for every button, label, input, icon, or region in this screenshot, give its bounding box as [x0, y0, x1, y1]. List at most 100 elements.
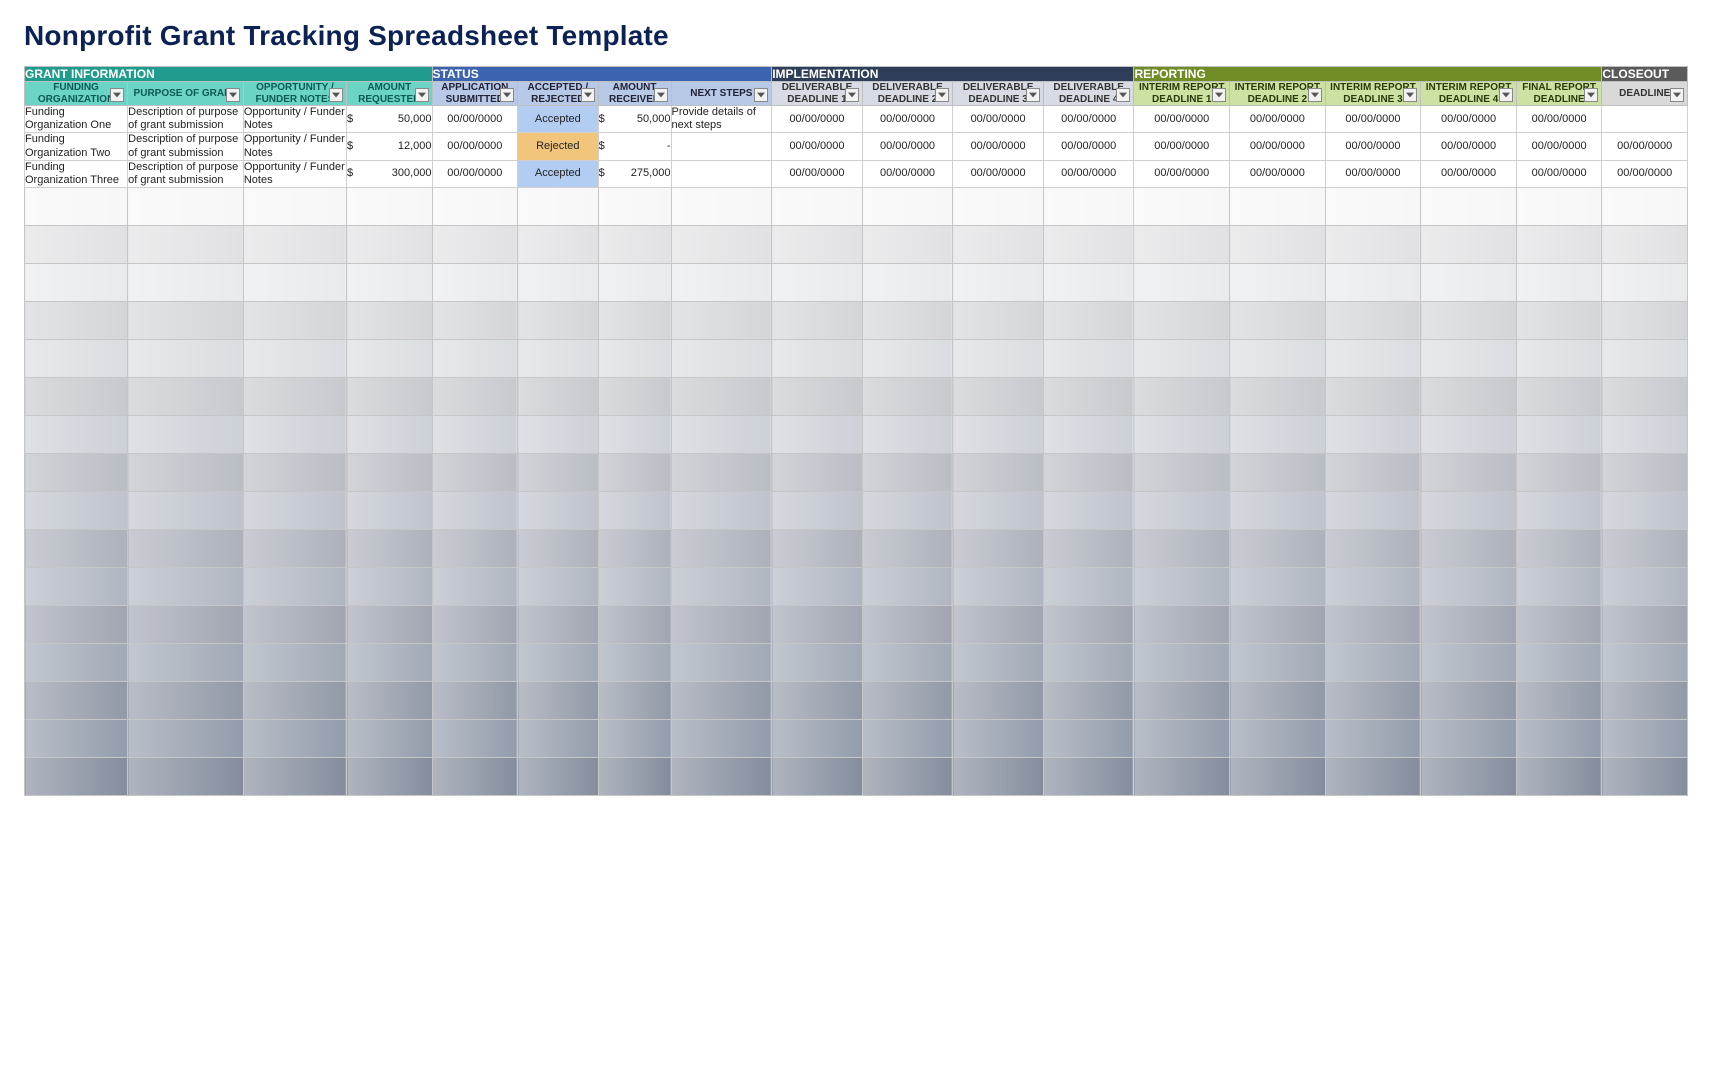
empty-cell[interactable] — [1043, 682, 1134, 720]
empty-cell[interactable] — [598, 530, 671, 568]
empty-cell[interactable] — [1230, 188, 1326, 226]
filter-dropdown-icon[interactable] — [1403, 88, 1417, 102]
cell-ir2[interactable]: 00/00/0000 — [1230, 106, 1326, 133]
empty-cell[interactable] — [25, 454, 128, 492]
filter-dropdown-icon[interactable] — [581, 88, 595, 102]
column-header-funding_org[interactable]: FUNDING ORGANIZATION — [25, 82, 128, 106]
cell-next_steps[interactable] — [671, 133, 772, 160]
empty-cell[interactable] — [1516, 530, 1602, 568]
cell-decision[interactable]: Accepted — [518, 106, 599, 133]
empty-cell[interactable] — [25, 530, 128, 568]
empty-cell[interactable] — [243, 378, 346, 416]
empty-cell[interactable] — [243, 302, 346, 340]
empty-cell[interactable] — [518, 188, 599, 226]
empty-cell[interactable] — [1043, 530, 1134, 568]
filter-dropdown-icon[interactable] — [1116, 88, 1130, 102]
empty-cell[interactable] — [1043, 340, 1134, 378]
empty-cell[interactable] — [518, 606, 599, 644]
empty-cell[interactable] — [862, 492, 953, 530]
empty-cell[interactable] — [1134, 302, 1230, 340]
cell-ir3[interactable]: 00/00/0000 — [1325, 160, 1421, 187]
empty-cell[interactable] — [518, 758, 599, 796]
empty-cell[interactable] — [953, 606, 1044, 644]
empty-cell[interactable] — [1602, 492, 1688, 530]
empty-cell[interactable] — [1230, 454, 1326, 492]
cell-opp_notes[interactable]: Opportunity / Funder Notes — [243, 106, 346, 133]
empty-cell[interactable] — [25, 568, 128, 606]
empty-cell[interactable] — [432, 416, 518, 454]
empty-cell[interactable] — [1230, 644, 1326, 682]
empty-cell[interactable] — [1043, 378, 1134, 416]
empty-cell[interactable] — [1230, 340, 1326, 378]
column-header-ir4[interactable]: INTERIM REPORT DEADLINE 4 — [1421, 82, 1517, 106]
empty-cell[interactable] — [862, 226, 953, 264]
empty-cell[interactable] — [432, 568, 518, 606]
empty-cell[interactable] — [1043, 264, 1134, 302]
empty-cell[interactable] — [1325, 416, 1421, 454]
empty-cell[interactable] — [772, 720, 863, 758]
cell-opp_notes[interactable]: Opportunity / Funder Notes — [243, 133, 346, 160]
empty-cell[interactable] — [347, 340, 433, 378]
empty-cell[interactable] — [1230, 302, 1326, 340]
empty-cell[interactable] — [128, 416, 244, 454]
empty-cell[interactable] — [1421, 416, 1517, 454]
empty-cell[interactable] — [671, 226, 772, 264]
empty-cell[interactable] — [772, 758, 863, 796]
empty-cell[interactable] — [1516, 606, 1602, 644]
empty-cell[interactable] — [862, 454, 953, 492]
empty-cell[interactable] — [25, 416, 128, 454]
cell-submitted[interactable]: 00/00/0000 — [432, 160, 518, 187]
empty-cell[interactable] — [598, 264, 671, 302]
cell-deliv1[interactable]: 00/00/0000 — [772, 160, 863, 187]
cell-amount_req[interactable]: $300,000 — [347, 160, 433, 187]
empty-cell[interactable] — [1325, 644, 1421, 682]
empty-cell[interactable] — [1602, 378, 1688, 416]
column-header-ir2[interactable]: INTERIM REPORT DEADLINE 2 — [1230, 82, 1326, 106]
empty-cell[interactable] — [1230, 568, 1326, 606]
empty-cell[interactable] — [347, 302, 433, 340]
empty-cell[interactable] — [1134, 378, 1230, 416]
cell-ir1[interactable]: 00/00/0000 — [1134, 106, 1230, 133]
column-header-deliv3[interactable]: DELIVERABLE DEADLINE 3 — [953, 82, 1044, 106]
empty-cell[interactable] — [518, 340, 599, 378]
cell-deliv2[interactable]: 00/00/0000 — [862, 160, 953, 187]
empty-cell[interactable] — [598, 568, 671, 606]
empty-cell[interactable] — [598, 416, 671, 454]
empty-cell[interactable] — [432, 758, 518, 796]
cell-submitted[interactable]: 00/00/0000 — [432, 133, 518, 160]
empty-cell[interactable] — [1325, 454, 1421, 492]
column-header-final[interactable]: FINAL REPORT DEADLINE — [1516, 82, 1602, 106]
empty-cell[interactable] — [1516, 454, 1602, 492]
empty-cell[interactable] — [1134, 226, 1230, 264]
empty-cell[interactable] — [25, 682, 128, 720]
cell-amount_recv[interactable]: $- — [598, 133, 671, 160]
empty-cell[interactable] — [1230, 606, 1326, 644]
empty-cell[interactable] — [1134, 416, 1230, 454]
empty-cell[interactable] — [1230, 492, 1326, 530]
empty-cell[interactable] — [432, 720, 518, 758]
empty-cell[interactable] — [598, 340, 671, 378]
empty-cell[interactable] — [598, 302, 671, 340]
empty-cell[interactable] — [347, 378, 433, 416]
column-header-opp_notes[interactable]: OPPORTUNITY / FUNDER NOTES — [243, 82, 346, 106]
empty-cell[interactable] — [347, 264, 433, 302]
empty-cell[interactable] — [1602, 682, 1688, 720]
empty-cell[interactable] — [598, 378, 671, 416]
empty-cell[interactable] — [1043, 188, 1134, 226]
empty-cell[interactable] — [1325, 188, 1421, 226]
empty-cell[interactable] — [432, 340, 518, 378]
empty-cell[interactable] — [1134, 188, 1230, 226]
empty-cell[interactable] — [243, 340, 346, 378]
empty-cell[interactable] — [862, 644, 953, 682]
empty-cell[interactable] — [1421, 720, 1517, 758]
empty-cell[interactable] — [1516, 302, 1602, 340]
empty-cell[interactable] — [671, 340, 772, 378]
empty-cell[interactable] — [243, 454, 346, 492]
cell-deliv3[interactable]: 00/00/0000 — [953, 106, 1044, 133]
empty-cell[interactable] — [432, 644, 518, 682]
empty-cell[interactable] — [1043, 454, 1134, 492]
empty-cell[interactable] — [1043, 302, 1134, 340]
empty-cell[interactable] — [128, 758, 244, 796]
empty-cell[interactable] — [432, 188, 518, 226]
cell-ir4[interactable]: 00/00/0000 — [1421, 160, 1517, 187]
